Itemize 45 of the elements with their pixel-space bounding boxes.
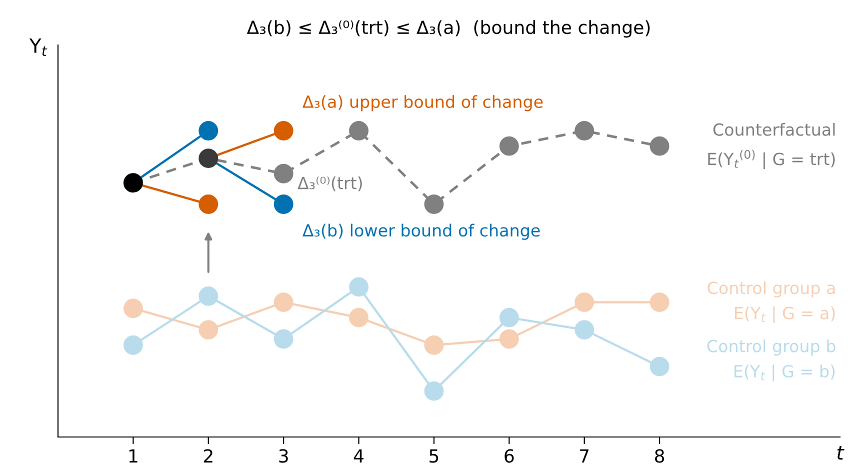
point [274, 194, 294, 214]
point [499, 136, 519, 156]
x-axis-title: t [837, 446, 844, 460]
chart-title: Δ₃(b) ≤ Δ₃⁽⁰⁾(trt) ≤ Δ₃(a) (bound the change) [246, 20, 650, 38]
point [650, 292, 670, 312]
text: Control group b E(Y$_{t}$ | G = b) [707, 339, 836, 382]
point [424, 194, 444, 214]
x-tick-label: 1 [129, 449, 138, 463]
point [198, 194, 218, 214]
text: Control group a E(Y$_{t}$ | G = a) [708, 281, 835, 324]
point [274, 164, 294, 184]
point [123, 173, 143, 193]
x-tick-label: 7 [580, 449, 589, 463]
x-tick-label: 4 [354, 449, 364, 463]
point [123, 298, 143, 318]
x-tick-label: 2 [204, 449, 212, 463]
point [650, 356, 670, 376]
x-tick-label: 3 [279, 449, 288, 463]
point [274, 121, 294, 140]
point [499, 308, 519, 328]
point [574, 320, 594, 340]
point [198, 286, 218, 306]
annotation: Δ₃⁽⁰⁾(trt) [298, 176, 362, 192]
point [198, 320, 218, 340]
point [424, 381, 444, 401]
point [123, 335, 143, 355]
point [198, 148, 218, 168]
series-label: Δ₃(a) upper bound of change [302, 95, 543, 112]
point [349, 121, 368, 140]
x-tick-label: 8 [655, 449, 664, 463]
x-tick-label: 6 [504, 449, 514, 463]
point [349, 308, 368, 328]
point [574, 121, 594, 140]
point [574, 292, 594, 312]
point [274, 329, 294, 349]
point [424, 335, 444, 355]
text: Counterfactual E(Y$_{t}$$^{(0)}$ | G = trt) [708, 122, 835, 169]
point [349, 277, 368, 297]
point [274, 292, 294, 312]
point [499, 329, 519, 349]
point [198, 121, 218, 140]
point [650, 136, 670, 156]
y-axis-title: Y$_{t}$ [29, 38, 48, 56]
series-label: Δ₃(b) lower bound of change [302, 224, 540, 240]
x-tick-label: 5 [430, 449, 438, 463]
